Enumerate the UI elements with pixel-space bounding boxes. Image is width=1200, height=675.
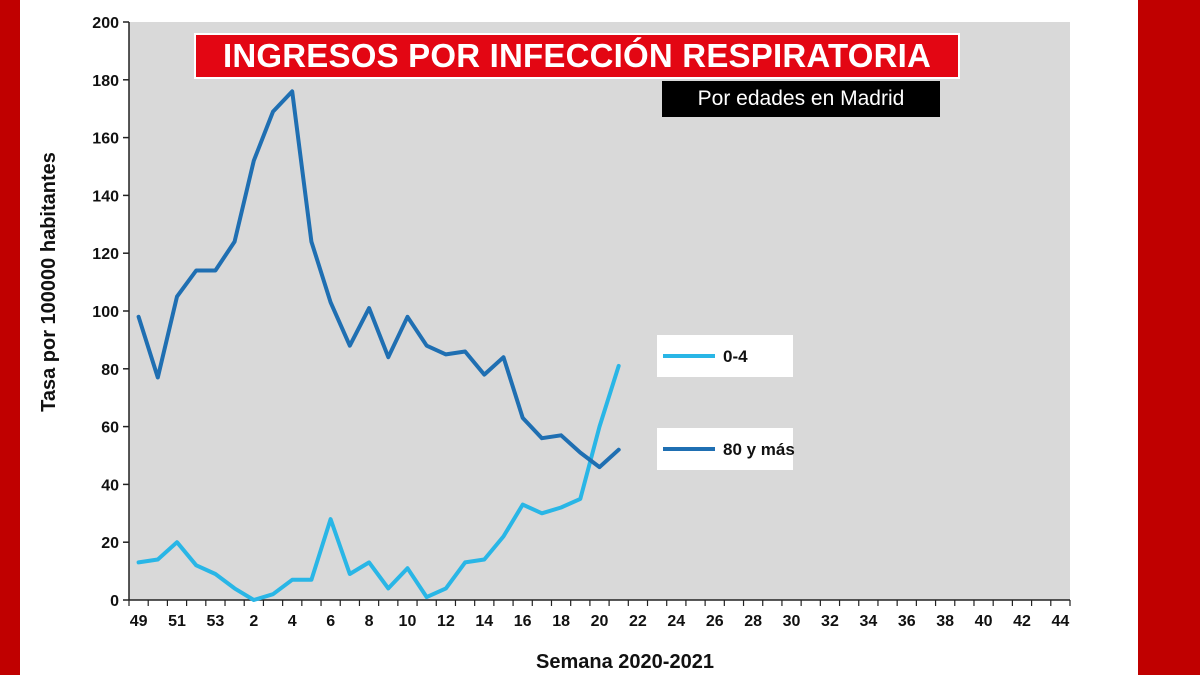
x-tick-label: 20 <box>591 613 609 630</box>
y-tick-label: 200 <box>92 15 119 32</box>
x-axis-title: Semana 2020-2021 <box>536 651 714 673</box>
y-tick-label: 0 <box>110 593 119 610</box>
x-tick-label: 53 <box>207 613 225 630</box>
x-tick-label: 14 <box>475 613 493 630</box>
x-tick-label: 2 <box>249 613 258 630</box>
y-tick-label: 160 <box>92 131 119 148</box>
x-tick-label: 4 <box>288 613 297 630</box>
y-tick-label: 120 <box>92 246 119 263</box>
x-tick-label: 10 <box>399 613 417 630</box>
y-tick-label: 80 <box>101 362 119 379</box>
y-tick-label: 100 <box>92 304 119 321</box>
series-line-0-4 <box>136 363 621 602</box>
x-tick-label: 49 <box>130 613 148 630</box>
x-tick-label: 22 <box>629 613 647 630</box>
chart-subtitle: Por edades en Madrid <box>662 81 940 117</box>
x-tick-label: 51 <box>168 613 186 630</box>
chart-title: INGRESOS POR INFECCIÓN RESPIRATORIA <box>196 35 958 77</box>
x-tick-label: 12 <box>437 613 455 630</box>
x-tick-label: 24 <box>667 613 685 630</box>
x-tick-label: 36 <box>898 613 916 630</box>
x-tick-label: 18 <box>552 613 570 630</box>
x-tick-label: 32 <box>821 613 839 630</box>
y-tick-label: 60 <box>101 420 119 437</box>
x-tick-label: 26 <box>706 613 724 630</box>
series-line-80-y-mas <box>136 89 621 470</box>
legend-label: 0-4 <box>723 347 748 366</box>
x-tick-label: 28 <box>744 613 762 630</box>
x-tick-label: 42 <box>1013 613 1031 630</box>
y-tick-label: 40 <box>101 477 119 494</box>
x-tick-label: 34 <box>859 613 877 630</box>
y-tick-label: 20 <box>101 535 119 552</box>
x-tick-label: 16 <box>514 613 532 630</box>
x-tick-label: 8 <box>365 613 374 630</box>
x-tick-label: 40 <box>975 613 993 630</box>
y-tick-label: 180 <box>92 73 119 90</box>
x-tick-label: 38 <box>936 613 954 630</box>
y-axis-title: Tasa por 100000 habitantes <box>38 152 60 412</box>
x-tick-label: 44 <box>1051 613 1069 630</box>
legend-label: 80 y más <box>723 440 795 459</box>
plot-area <box>129 22 1070 600</box>
y-tick-label: 140 <box>92 188 119 205</box>
x-tick-label: 6 <box>326 613 335 630</box>
x-tick-label: 30 <box>783 613 801 630</box>
